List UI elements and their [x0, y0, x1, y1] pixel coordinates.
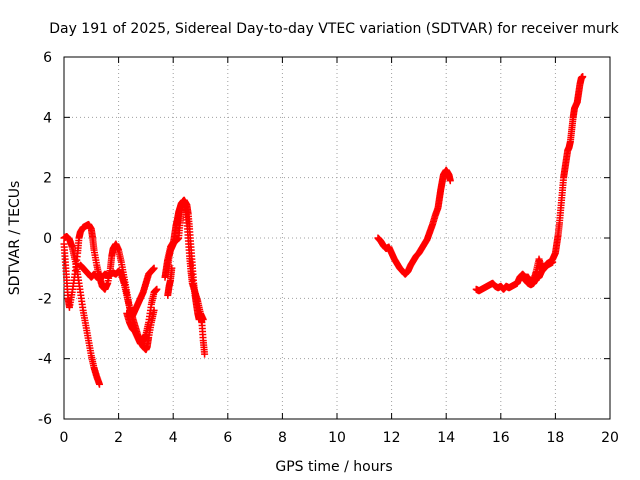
grid [64, 57, 610, 419]
x-tick-label: 4 [169, 430, 178, 446]
x-tick-label: 2 [114, 430, 123, 446]
data-point [199, 315, 207, 323]
chart-title: Day 191 of 2025, Sidereal Day-to-day VTE… [49, 21, 619, 37]
y-tick-label: -4 [38, 352, 52, 368]
data-points [60, 73, 587, 388]
y-tick-label: 2 [43, 171, 52, 187]
data-point [95, 380, 103, 388]
data-point [446, 177, 454, 185]
data-point [201, 350, 209, 358]
y-tick-label: 6 [43, 50, 52, 66]
x-tick-label: 6 [223, 430, 232, 446]
axis-ticks [63, 56, 611, 420]
y-tick-label: -2 [38, 291, 52, 307]
x-axis-label: GPS time / hours [275, 459, 392, 475]
y-tick-label: 4 [43, 110, 52, 126]
data-point [153, 285, 161, 293]
data-point [168, 264, 176, 272]
data-point [150, 264, 158, 272]
x-tick-label: 14 [437, 430, 455, 446]
x-tick-label: 10 [328, 430, 346, 446]
x-tick-label: 20 [601, 430, 619, 446]
x-tick-label: 0 [60, 430, 69, 446]
x-tick-label: 16 [492, 430, 510, 446]
series-murk [60, 73, 587, 388]
x-tick-label: 8 [278, 430, 287, 446]
data-point [579, 73, 587, 81]
x-tick-label: 12 [383, 430, 401, 446]
y-tick-label: 0 [43, 231, 52, 247]
data-point [549, 258, 557, 266]
x-tick-labels: 0 2 4 6 8 10 12 14 16 18 20 [60, 430, 619, 446]
x-tick-label: 18 [546, 430, 564, 446]
y-tick-labels: -6 -4 -2 0 2 4 6 [38, 50, 52, 428]
y-tick-label: -6 [38, 412, 52, 428]
y-axis-label: SDTVAR / TECUs [7, 181, 23, 296]
